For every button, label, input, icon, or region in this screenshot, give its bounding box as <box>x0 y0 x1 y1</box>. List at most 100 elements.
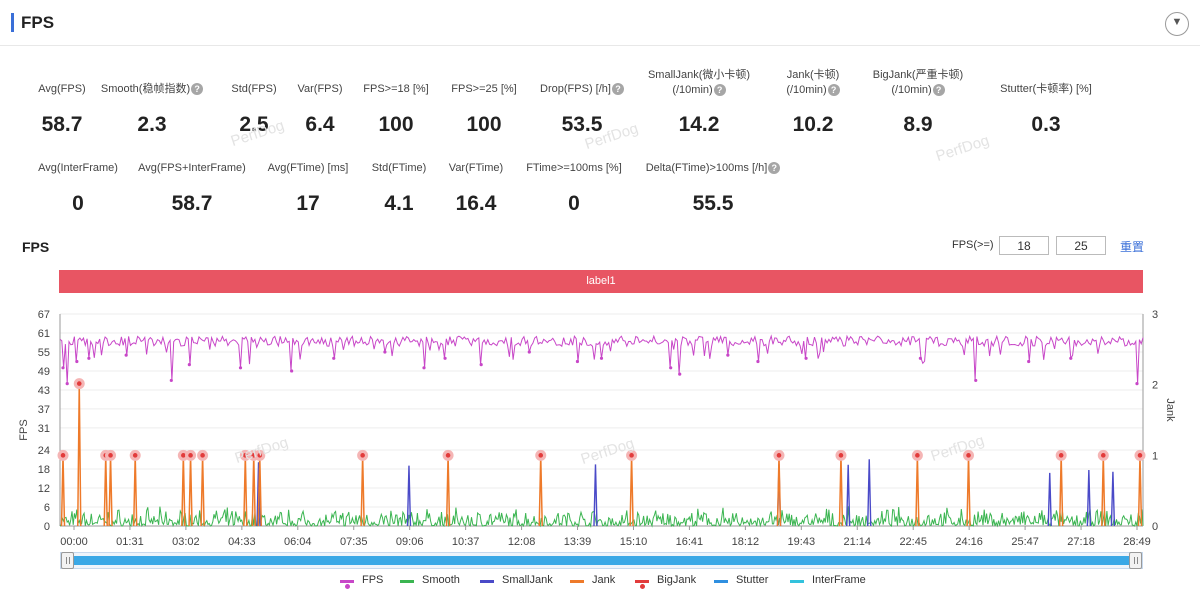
jank-spike <box>1058 455 1064 527</box>
x-tick-label: 25:47 <box>1011 536 1039 548</box>
threshold-input-low[interactable] <box>999 236 1049 255</box>
metric-label: Avg(FPS) <box>38 83 86 95</box>
jank-spike <box>538 455 543 527</box>
metric-value: 55.5 <box>692 192 734 215</box>
legend-label: SmallJank <box>502 574 553 586</box>
big-jank-marker <box>445 453 451 458</box>
x-tick-label: 21:14 <box>843 536 871 548</box>
x-tick-label: 13:39 <box>564 536 592 548</box>
legend-swatch <box>714 580 728 583</box>
metric-value: 53.5 <box>561 113 603 136</box>
legend-swatch <box>790 580 804 583</box>
small-jank-spike <box>845 464 851 527</box>
metric-value: 0 <box>72 192 84 215</box>
x-tick-label: 10:37 <box>452 536 480 548</box>
help-icon[interactable]: ? <box>191 83 204 96</box>
x-tick-label: 12:08 <box>508 536 536 548</box>
big-jank-marker <box>1137 453 1143 458</box>
time-range-slider[interactable] <box>60 552 1143 569</box>
metric-value: 6.4 <box>305 113 335 136</box>
legend-item[interactable]: Stutter <box>714 574 768 586</box>
y-left-tick-label: 18 <box>38 464 50 476</box>
legend-item[interactable]: BigJank <box>635 574 697 590</box>
section-header: FPS ▼ <box>0 0 1200 46</box>
metric-value: 17 <box>296 192 320 215</box>
help-icon[interactable]: ? <box>768 162 781 175</box>
collapse-button[interactable]: ▼ <box>1165 12 1189 36</box>
legend-swatch <box>635 580 649 590</box>
label-bar[interactable]: label1 <box>59 270 1143 293</box>
legend-label: Stutter <box>736 574 769 586</box>
y-left-axis-title: FPS <box>18 419 30 440</box>
slider-handle-right[interactable] <box>1129 552 1142 569</box>
metric-value: 10.2 <box>792 113 834 136</box>
jank-spike <box>1137 455 1143 527</box>
metric-value: 58.7 <box>171 192 213 215</box>
help-icon[interactable]: ? <box>932 84 945 97</box>
metric-label: Std(FTime) <box>371 162 427 174</box>
jank-spike <box>108 455 113 527</box>
metric-value: 2.5 <box>239 113 269 136</box>
label-bar-text: label1 <box>586 275 616 287</box>
big-jank-marker <box>360 453 365 458</box>
x-tick-label: 01:31 <box>116 536 144 548</box>
legend-label: BigJank <box>657 574 697 586</box>
legend-label: InterFrame <box>812 574 866 586</box>
y-left-tick-label: 61 <box>38 328 50 340</box>
small-jank-spike <box>406 465 412 527</box>
metric-value: 14.2 <box>678 113 720 136</box>
y-right-tick-label: 0 <box>1152 521 1158 533</box>
help-icon[interactable]: ? <box>611 83 624 96</box>
chart-title: FPS <box>22 239 50 255</box>
big-jank-marker <box>243 453 248 458</box>
y-right-axis-title: Jank <box>1164 398 1176 422</box>
metric-label: FTime>=100ms [%] <box>526 162 622 174</box>
big-jank-marker <box>915 453 920 458</box>
y-left-tick-label: 67 <box>38 309 50 321</box>
jank-spike <box>200 455 205 527</box>
metric-value: 8.9 <box>903 113 933 136</box>
jank-spike <box>251 455 256 527</box>
big-jank-marker <box>838 453 844 458</box>
small-jank-spike <box>867 459 872 527</box>
y-left-tick-label: 49 <box>38 366 50 378</box>
jank-spike <box>915 455 920 527</box>
x-tick-label: 24:16 <box>955 536 983 548</box>
x-tick-label: 16:41 <box>676 536 704 548</box>
metric-label: Var(FTime) <box>448 162 504 174</box>
slider-range-fill[interactable] <box>69 556 1134 565</box>
y-left-tick-label: 31 <box>38 423 50 435</box>
threshold-input-high[interactable] <box>1056 236 1106 255</box>
big-jank-marker <box>181 453 186 458</box>
legend-item[interactable]: InterFrame <box>790 574 866 586</box>
big-jank-marker <box>966 453 971 458</box>
metric-value: 0.3 <box>1031 113 1061 136</box>
metric-value: 2.3 <box>137 113 167 136</box>
small-jank-spike <box>1110 471 1116 527</box>
legend-item[interactable]: SmallJank <box>480 574 553 586</box>
jank-spike <box>132 455 138 527</box>
legend-item[interactable]: FPS <box>340 574 383 590</box>
reset-link[interactable]: 重置 <box>1120 240 1145 254</box>
jank-spike <box>629 455 634 527</box>
legend-label: Jank <box>592 574 616 586</box>
slider-handle-left[interactable] <box>61 552 74 569</box>
x-tick-label: 22:45 <box>899 536 927 548</box>
legend-item[interactable]: Jank <box>570 574 615 586</box>
metric-value: 0 <box>568 192 580 215</box>
x-tick-label: 27:18 <box>1067 536 1095 548</box>
help-icon[interactable]: ? <box>713 84 726 97</box>
chart-legend: FPS Smooth SmallJank Jank BigJank Stutter Inte… <box>0 574 1200 592</box>
big-jank-marker <box>132 453 138 458</box>
jank-spike <box>60 455 66 527</box>
metric-label: Var(FPS) <box>297 83 343 95</box>
help-icon[interactable]: ? <box>827 84 840 97</box>
metric-value: 100 <box>378 113 414 136</box>
big-jank-marker <box>257 453 263 458</box>
legend-item[interactable]: Smooth <box>400 574 460 586</box>
jank-spike <box>77 383 82 527</box>
chevron-down-icon: ▼ <box>1171 16 1183 28</box>
legend-swatch <box>480 580 494 583</box>
metric-label: SmallJank(微小卡顿) (/10min)? <box>647 69 751 97</box>
